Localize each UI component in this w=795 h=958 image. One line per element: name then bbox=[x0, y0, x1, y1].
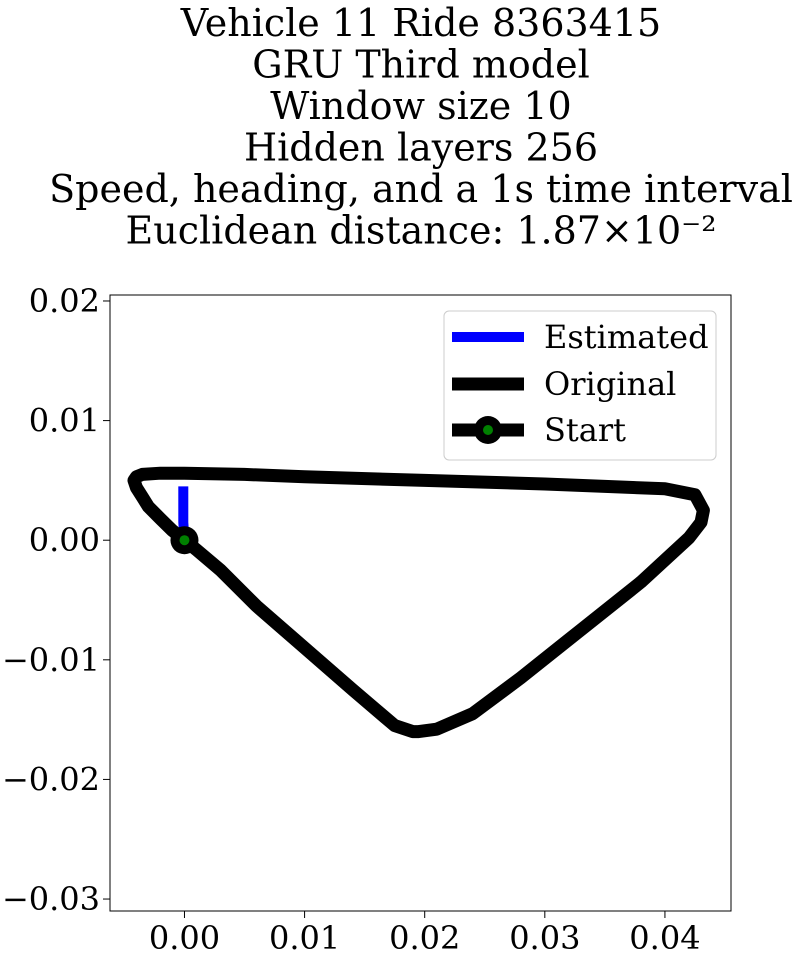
legend: Estimated Original Start bbox=[443, 310, 717, 461]
y-tick-label: 0.01 bbox=[29, 402, 100, 440]
x-tick-label: 0.04 bbox=[629, 919, 700, 957]
y-tick-label: 0.00 bbox=[29, 521, 100, 559]
series-line-original bbox=[127, 466, 710, 739]
title-line-6: Euclidean distance: 1.87×10⁻² bbox=[126, 209, 717, 253]
legend-label-estimated: Estimated bbox=[544, 318, 709, 356]
y-tick-label: 0.02 bbox=[29, 282, 100, 320]
plot-area bbox=[127, 466, 710, 739]
start-marker-center bbox=[179, 535, 190, 546]
x-tick-label: 0.01 bbox=[269, 919, 340, 957]
y-tick-label: −0.01 bbox=[2, 641, 100, 679]
title-line-2: GRU Third model bbox=[252, 43, 590, 87]
legend-label-original: Original bbox=[544, 365, 676, 403]
x-tick-label: 0.00 bbox=[149, 919, 220, 957]
x-axis: 0.00 0.01 0.02 0.03 0.04 bbox=[149, 911, 701, 957]
plot-frame bbox=[109, 294, 732, 912]
x-tick-label: 0.03 bbox=[509, 919, 580, 957]
title-line-5: Speed, heading, and a 1s time interval bbox=[49, 167, 793, 211]
title-line-3: Window size 10 bbox=[270, 84, 571, 128]
legend-box bbox=[443, 310, 717, 461]
y-tick-label: −0.02 bbox=[2, 760, 100, 798]
x-tick-label: 0.02 bbox=[389, 919, 460, 957]
legend-label-start: Start bbox=[544, 411, 626, 449]
title-line-4: Hidden layers 256 bbox=[244, 126, 598, 170]
title-line-1: Vehicle 11 Ride 8363415 bbox=[180, 1, 661, 45]
y-tick-label: −0.03 bbox=[2, 880, 100, 918]
y-axis: 0.02 0.01 0.00 −0.01 −0.02 −0.03 bbox=[2, 282, 110, 918]
legend-marker-start-center bbox=[483, 425, 493, 435]
